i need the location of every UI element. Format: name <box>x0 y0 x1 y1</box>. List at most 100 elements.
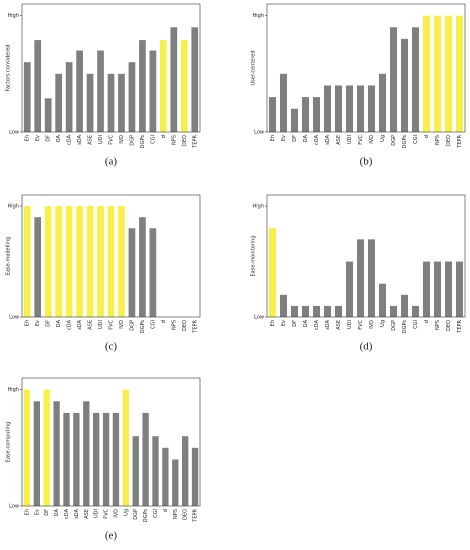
bar <box>139 217 146 317</box>
bar <box>149 50 157 132</box>
bar <box>378 73 387 132</box>
bar <box>132 436 139 506</box>
bar <box>63 412 70 506</box>
x-tick-label: DGPs <box>143 509 149 523</box>
bar <box>180 40 188 133</box>
bar <box>455 261 464 317</box>
bar <box>43 389 50 506</box>
x-tick-label: UDI <box>94 509 100 518</box>
x-tick-label: d <box>424 135 430 138</box>
bar <box>107 73 115 132</box>
y-tick-label: High <box>8 204 20 210</box>
bar <box>33 401 40 506</box>
x-tick-label: Eh <box>270 135 276 141</box>
plot-frame <box>266 3 466 133</box>
x-tick-label: d <box>424 320 430 323</box>
y-tick-label: High <box>253 13 265 19</box>
caption: (c) <box>105 341 118 353</box>
bar <box>312 305 321 317</box>
x-tick-label: sDA <box>325 319 331 329</box>
bar <box>152 436 159 506</box>
x-tick-label: DEO <box>446 135 452 146</box>
bar <box>182 436 189 506</box>
x-tick-label: DF <box>292 135 298 142</box>
bar <box>128 62 136 132</box>
x-tick-label: Ug <box>380 135 386 142</box>
bar <box>118 73 125 132</box>
bar <box>86 73 94 132</box>
x-tick-label: DF <box>46 320 52 327</box>
bar <box>112 412 120 506</box>
y-tick-label: High <box>8 387 20 393</box>
bar <box>97 50 104 132</box>
bar <box>172 459 179 506</box>
bar <box>345 85 354 132</box>
y-tick-label: Low <box>9 315 19 321</box>
x-tick-label: TEPR <box>192 319 198 333</box>
bar <box>433 261 442 317</box>
x-tick-label: Eh <box>270 320 276 326</box>
x-tick-label: NPS <box>435 135 441 145</box>
bar <box>345 261 354 317</box>
bar <box>102 412 110 506</box>
bar <box>65 62 73 132</box>
bar <box>290 305 299 317</box>
x-tick-label: UDI <box>98 135 104 144</box>
y-axis-label: Ease-modelling <box>6 237 12 275</box>
x-tick-label: cDA <box>67 319 73 330</box>
bar <box>323 305 332 317</box>
bar <box>149 228 157 317</box>
x-tick-label: cDA <box>314 319 320 330</box>
x-tick-label: CGI <box>413 320 419 329</box>
bar <box>378 283 387 317</box>
x-tick-label: DGPs <box>402 320 408 334</box>
bar <box>23 62 31 132</box>
x-tick-label: Ev <box>281 320 287 326</box>
x-tick-label: DGPs <box>402 135 408 149</box>
x-tick-label: TEPR <box>193 508 199 522</box>
y-tick-label: Low <box>9 504 19 510</box>
x-tick-label: UDI <box>347 135 353 144</box>
y-tick-label: Low <box>9 130 19 136</box>
x-tick-label: DA <box>56 319 62 327</box>
bar <box>268 97 277 132</box>
bar <box>191 447 199 506</box>
y-axis-label: User-centered <box>251 50 257 85</box>
x-tick-label: ASE <box>336 135 342 145</box>
bar <box>170 27 178 132</box>
y-axis-label: Ease-monitoring <box>251 235 257 276</box>
x-tick-label: DEO <box>182 320 188 331</box>
bar <box>86 206 94 317</box>
x-tick-label: DEO <box>182 135 188 146</box>
x-tick-label: d <box>161 320 167 323</box>
x-tick-label: ASE <box>88 320 94 330</box>
x-tick-label: TEPR <box>457 134 463 148</box>
bar <box>389 27 398 132</box>
x-tick-label: IVD <box>119 135 125 144</box>
bar <box>118 206 125 317</box>
bar <box>268 228 277 317</box>
x-tick-label: NPS <box>173 509 179 519</box>
plot-frame <box>21 3 201 133</box>
x-tick-label: cDA <box>64 508 70 519</box>
bar <box>422 261 431 317</box>
bar <box>455 15 464 132</box>
x-tick-label: CGI <box>153 509 159 518</box>
x-tick-label: DGP <box>391 320 397 331</box>
bar <box>34 40 42 133</box>
x-tick-label: NPS <box>435 320 441 330</box>
bar <box>367 239 376 317</box>
x-tick-label: Ug <box>123 509 129 516</box>
bar <box>323 85 332 132</box>
bar <box>44 98 52 132</box>
x-tick-label: DA <box>54 508 60 516</box>
bar <box>65 206 73 317</box>
bar <box>334 85 343 132</box>
bar <box>73 412 80 506</box>
x-tick-label: NPS <box>171 135 177 145</box>
bar <box>162 447 169 506</box>
bar <box>23 206 31 317</box>
x-tick-label: d <box>163 509 169 512</box>
x-tick-label: UDI <box>98 320 104 329</box>
